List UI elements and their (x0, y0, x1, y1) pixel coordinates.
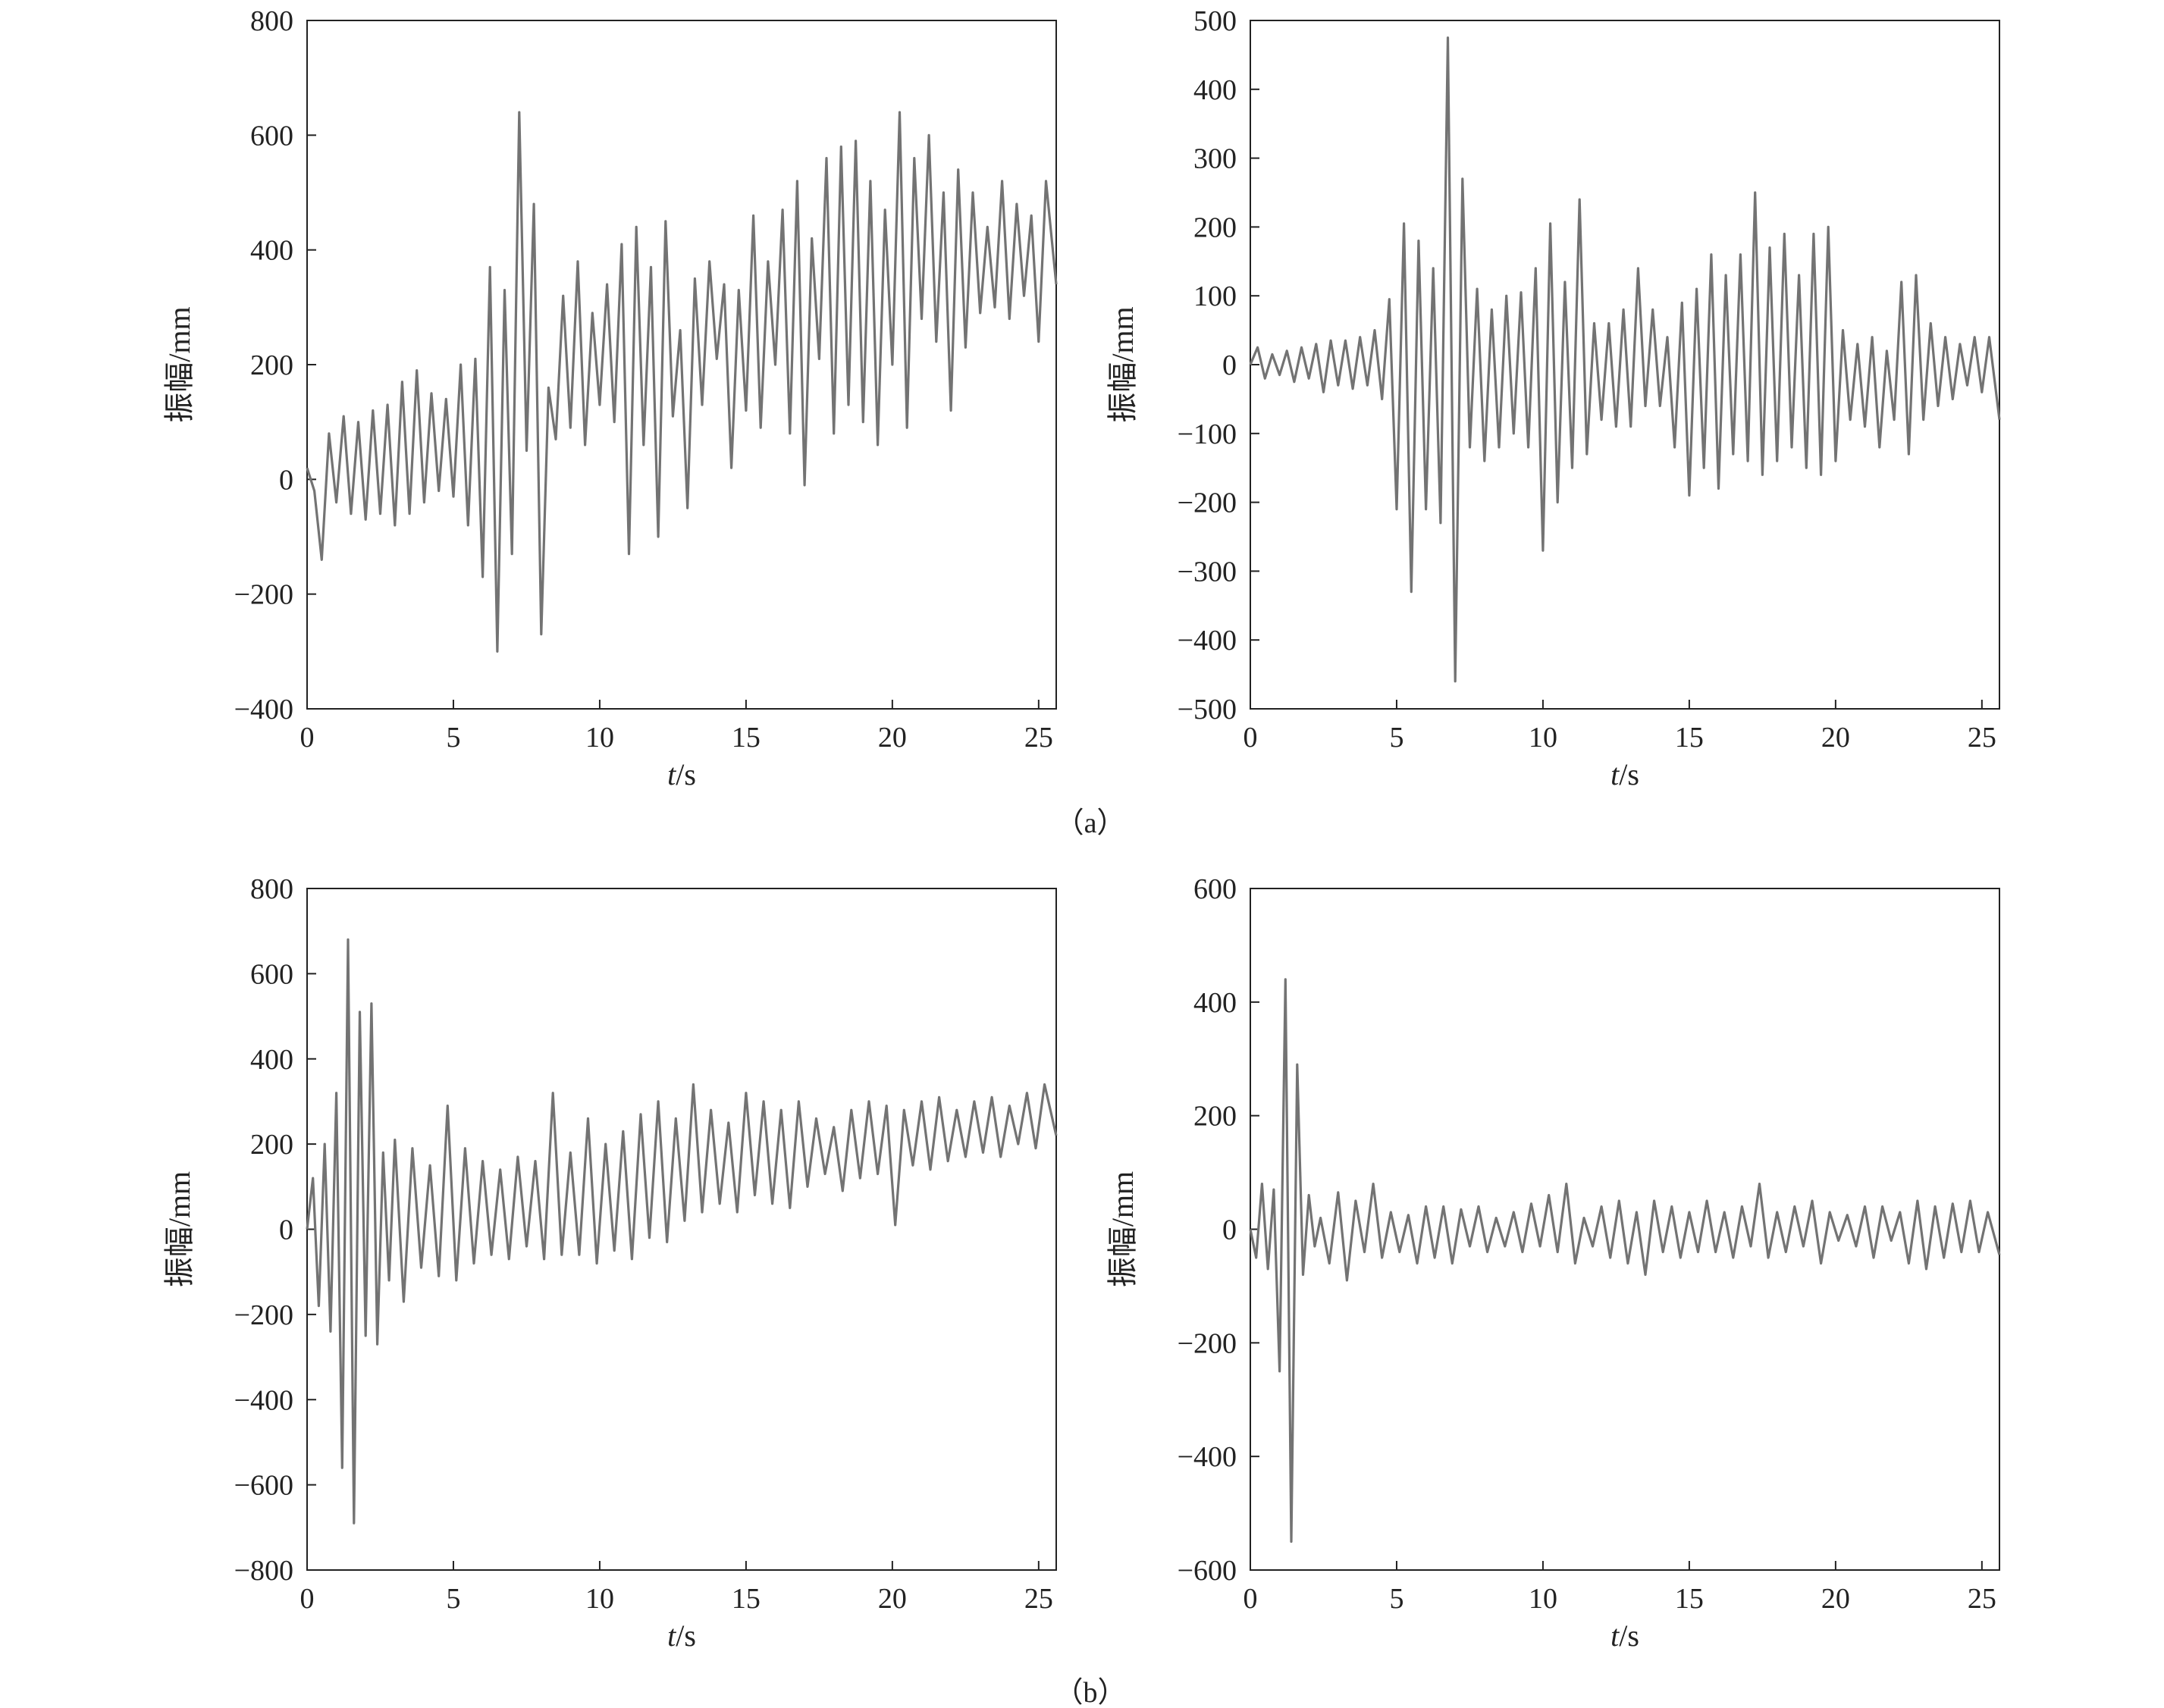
x-axis-label-unit: /s (676, 757, 696, 791)
x-tick-label: 15 (1675, 1583, 1704, 1615)
x-tick-label: 20 (1821, 722, 1850, 754)
x-axis-label-unit: /s (1619, 757, 1639, 791)
y-tick-label: 800 (250, 5, 293, 37)
x-tick-label: 10 (585, 722, 614, 754)
y-tick-label: −200 (1178, 487, 1237, 519)
series-line (306, 938, 1058, 1525)
y-tick-label: 0 (1222, 349, 1237, 381)
panel-label-b: （b） (1054, 1677, 1126, 1708)
x-tick-label: 15 (732, 722, 761, 754)
y-tick-label: −200 (1178, 1327, 1237, 1359)
y-tick-label: 200 (1193, 1101, 1237, 1133)
y-tick-label: 200 (250, 1129, 293, 1161)
x-tick-label: 0 (1244, 722, 1258, 754)
x-tick-label: 20 (878, 722, 907, 754)
x-tick-label: 0 (300, 722, 315, 754)
y-tick-label: −200 (234, 1299, 293, 1331)
x-axis-label-unit: /s (1619, 1619, 1639, 1653)
x-tick-label: 25 (1024, 1583, 1053, 1615)
y-tick-label: 400 (250, 1044, 293, 1076)
y-tick-label: −400 (234, 694, 293, 726)
x-tick-label: 15 (732, 1583, 761, 1615)
series-line (306, 111, 1058, 653)
x-tick-label: 20 (878, 1583, 907, 1615)
x-tick-label: 20 (1821, 1583, 1850, 1615)
y-tick-label: 600 (250, 120, 293, 152)
y-tick-label: 0 (1222, 1214, 1237, 1246)
x-tick-label: 10 (1529, 1583, 1557, 1615)
y-tick-label: 500 (1193, 5, 1237, 37)
y-axis-label: 振幅/mm (162, 1171, 196, 1287)
series-line (1249, 36, 2001, 683)
x-tick-label: 25 (1968, 1583, 1996, 1615)
x-tick-label: 5 (1389, 722, 1403, 754)
x-tick-label: 5 (446, 1583, 460, 1615)
y-tick-label: 600 (250, 958, 293, 990)
x-tick-label: 25 (1968, 722, 1996, 754)
y-tick-label: 600 (1193, 873, 1237, 905)
x-tick-label: 0 (1244, 1583, 1258, 1615)
y-tick-label: 400 (250, 235, 293, 267)
y-tick-label: −400 (1178, 1441, 1237, 1473)
y-tick-label: −300 (1178, 556, 1237, 588)
x-axis-label: t/s (667, 757, 696, 791)
y-tick-label: −800 (234, 1555, 293, 1587)
chart-a-left: 0 5 10 15 20 25 −400 −200 0 200 400 600 800 t/s 振幅/mm (162, 5, 1058, 791)
x-tick-label: 15 (1675, 722, 1704, 754)
y-tick-label: −600 (234, 1470, 293, 1502)
x-axis-label-var: t (1610, 1619, 1620, 1653)
x-axis-label: t/s (667, 1619, 696, 1653)
y-tick-label: −400 (234, 1384, 293, 1416)
y-tick-label: −600 (1178, 1555, 1237, 1587)
chart-a-right: 0 5 10 15 20 25 −500 −400 −300 −200 −100 0 100 200 300… (1106, 5, 2001, 791)
y-tick-label: −400 (1178, 625, 1237, 657)
y-axis-label: 振幅/mm (162, 306, 196, 422)
y-tick-label: 200 (250, 349, 293, 381)
x-tick-label: 10 (585, 1583, 614, 1615)
x-axis-label: t/s (1610, 1619, 1639, 1653)
x-tick-label: 0 (300, 1583, 315, 1615)
y-tick-label: −100 (1178, 418, 1237, 450)
y-tick-label: 300 (1193, 143, 1237, 175)
x-axis-label-var: t (667, 757, 676, 791)
x-axis-label-var: t (1610, 757, 1620, 791)
y-tick-label: 800 (250, 873, 293, 905)
y-axis-label: 振幅/mm (1106, 306, 1140, 422)
y-tick-label: 0 (279, 1214, 293, 1246)
x-tick-label: 5 (446, 722, 460, 754)
chart-b-right: 0 5 10 15 20 25 −600 −400 −200 0 200 400 600 t/s 振幅/mm (1106, 873, 2001, 1653)
x-axis-label-var: t (667, 1619, 676, 1653)
y-tick-label: 100 (1193, 280, 1237, 312)
y-tick-label: −500 (1178, 694, 1237, 726)
chart-b-left: 0 5 10 15 20 25 −800 −600 −400 −200 0 200 400 600 800 t… (162, 873, 1058, 1653)
y-tick-label: 400 (1193, 987, 1237, 1019)
x-axis-label-unit: /s (676, 1619, 696, 1653)
x-tick-label: 25 (1024, 722, 1053, 754)
y-axis-label: 振幅/mm (1106, 1171, 1140, 1287)
x-tick-label: 5 (1389, 1583, 1403, 1615)
y-tick-label: −200 (234, 579, 293, 611)
series-line (1249, 978, 2001, 1543)
x-axis-label: t/s (1610, 757, 1639, 791)
panel-label-a: （a） (1055, 807, 1126, 839)
y-tick-label: 0 (279, 464, 293, 496)
y-tick-label: 200 (1193, 212, 1237, 243)
y-tick-label: 400 (1193, 74, 1237, 106)
x-tick-label: 10 (1529, 722, 1557, 754)
